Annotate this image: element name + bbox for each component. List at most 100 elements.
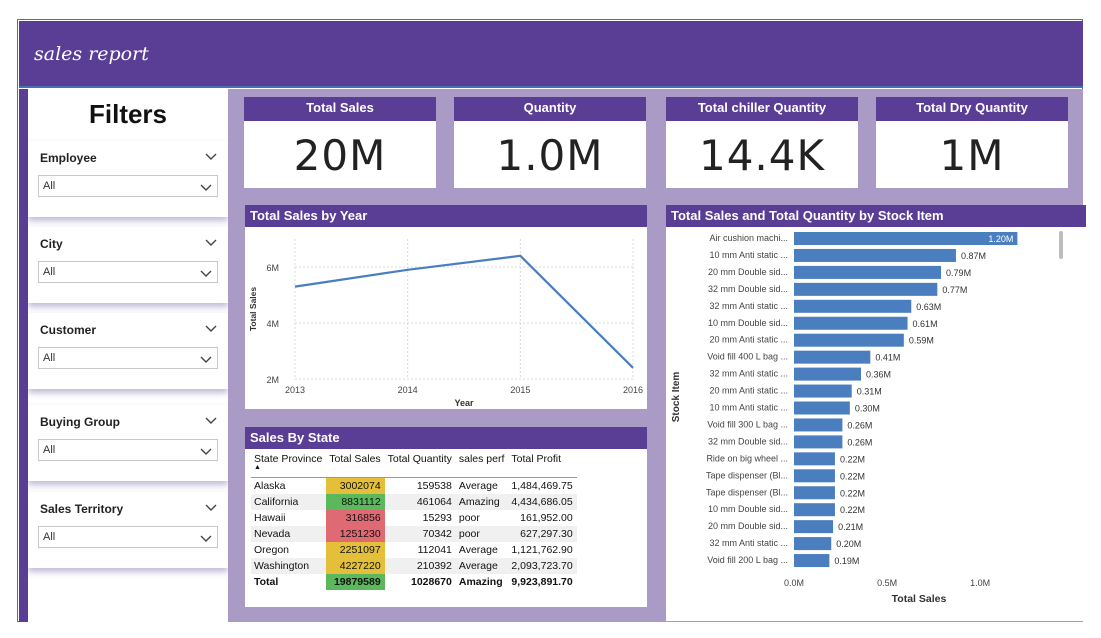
chevron-down-icon[interactable] [204,413,218,427]
filter-value: All [43,180,56,192]
filter-dropdown[interactable]: All [38,261,218,283]
table-cell-sales: 8831112 [326,493,385,510]
table-total-row[interactable]: Total 19879589 1028670 Amazing 9,923,891.70 [251,573,577,590]
table-row[interactable]: Washington 4227220 210392 Average 2,093,723.… [251,557,577,574]
filters-title: Filters [88,99,168,129]
table-cell-profit: 4,434,686.05 [508,493,577,510]
chevron-down-icon[interactable] [204,149,218,163]
table-row[interactable]: Hawaii 316856 15293 poor 161,952.00 [251,509,577,526]
filter-dropdown[interactable]: All [38,439,218,461]
stock-item-panel[interactable]: Total Sales and Total Quantity by Stock … [666,205,1086,621]
sales-by-state-table[interactable]: State Province ▲ Total Sales Total Quantity… [251,451,577,590]
sales-bar[interactable] [794,299,912,313]
table-row[interactable]: Nevada 1251230 70342 poor 627,297.30 [251,525,577,542]
table-cell-profit: 2,093,723.70 [508,557,577,574]
sales-bar[interactable] [794,486,835,500]
data-point[interactable] [518,254,522,258]
x-tick-label: 2016 [623,385,643,395]
table-cell-sales: 3002074 [326,477,385,494]
table-cell-state: Washington [251,557,327,574]
bar-value-label: 0.22M [840,505,865,515]
bar-value-label: 0.22M [840,488,865,498]
table-header[interactable]: State Province ▲ [251,451,327,478]
table-header[interactable]: Total Profit [508,451,577,478]
column-label: Total Profit [511,453,562,465]
sales-bar[interactable] [794,333,904,347]
sales-bar[interactable] [794,384,852,398]
table-header[interactable]: Total Sales [326,451,385,478]
chevron-down-icon[interactable] [204,235,218,249]
bar-value-label: 0.26M [847,437,872,447]
chevron-down-icon[interactable] [204,321,218,335]
data-point[interactable] [631,366,635,370]
sales-bar[interactable] [794,435,843,449]
sales-bar[interactable] [794,282,938,296]
kpi-title: Total Dry Quantity [876,97,1068,121]
x-tick-label: 0.0M [784,578,804,588]
y-axis-label: Total Sales [248,287,258,332]
table-row[interactable]: California 8831112 461064 Amazing 4,434,686.… [251,493,577,510]
kpi-card-chiller-quantity[interactable]: Total chiller Quantity 14.4K [666,97,858,188]
sales-bar[interactable] [794,248,956,262]
sales-bar[interactable] [794,469,835,483]
report-title: sales report [34,43,149,65]
report-frame: sales report Filters Employee All City All C… [17,19,1086,622]
scrollbar-thumb[interactable] [1059,231,1063,259]
bar-value-label: 0.31M [857,387,882,397]
sales-by-year-panel[interactable]: Total Sales by Year 2M 4M 6M 2013 2014 2015 20… [245,205,647,409]
sales-bar[interactable] [794,367,862,381]
chevron-down-icon[interactable] [204,500,218,514]
x-axis-label: Year [454,398,474,408]
table-header[interactable]: sales perf [455,451,509,478]
sales-bar[interactable] [794,401,850,415]
filter-label: City [40,237,63,251]
filter-value: All [43,531,56,543]
sales-by-state-panel[interactable]: Sales By State State Province ▲ Total Sale… [245,427,647,607]
sort-ascending-icon[interactable]: ▲ [254,464,261,471]
bar-value-label: 0.22M [840,454,865,464]
category-label: 20 mm Double sid... [708,267,788,277]
table-cell-sales: 1251230 [326,525,385,542]
sales-bar[interactable] [794,452,835,466]
filter-customer: Customer All [28,313,228,389]
table-cell-perf: Average [458,543,498,556]
category-label: 20 mm Double sid... [708,521,788,531]
bar-value-label: 0.21M [838,522,863,532]
table-cell-state: Nevada [251,525,327,542]
kpi-card-quantity[interactable]: Quantity 1.0M [454,97,646,188]
table-cell-profit: 9,923,891.70 [511,575,573,588]
filter-dropdown[interactable]: All [38,526,218,548]
sales-bar[interactable] [794,418,843,432]
sales-bar[interactable] [794,520,834,534]
sales-bar[interactable] [794,265,942,279]
sales-bar[interactable] [794,350,871,364]
x-tick-label: 0.5M [877,578,897,588]
table-cell-quantity: 15293 [422,511,452,524]
kpi-card-total-sales[interactable]: Total Sales 20M [244,97,436,188]
sales-bar[interactable] [794,503,835,517]
table-cell-state: Oregon [254,543,290,556]
sales-line[interactable] [294,254,634,369]
category-label: 10 mm Anti static ... [709,403,788,413]
sales-bar[interactable] [794,537,832,551]
column-label: sales perf [458,453,505,465]
kpi-card-dry-quantity[interactable]: Total Dry Quantity 1M [876,97,1068,188]
filter-dropdown[interactable]: All [38,347,218,369]
data-point[interactable] [293,285,297,289]
filter-dropdown[interactable]: All [38,175,218,197]
table-header[interactable]: Total Quantity [384,451,456,478]
data-point[interactable] [406,268,410,272]
sales-bar[interactable] [794,554,830,568]
sales-bar[interactable] [794,232,1018,245]
sales-by-year-chart[interactable]: 2M 4M 6M 2013 2014 2015 2016 Year Total Sales [245,227,647,409]
table-row[interactable]: Alaska 3002074 159538 Average 1,484,469.75 [251,477,577,494]
filter-buying-group: Buying Group All [28,405,228,481]
sales-bar[interactable] [794,316,908,330]
table-cell-perf: poor [458,511,480,524]
category-label: 32 mm Double sid... [708,284,788,294]
stock-item-chart[interactable]: Air cushion machi... 1.20M 10 mm Anti stat… [666,227,1086,621]
kpi-value: 1M [939,131,1005,180]
category-label: Void fill 300 L bag ... [707,419,788,429]
x-tick-label: 2014 [398,385,418,395]
table-row[interactable]: Oregon 2251097 112041 Average 1,121,762.90 [251,541,577,558]
